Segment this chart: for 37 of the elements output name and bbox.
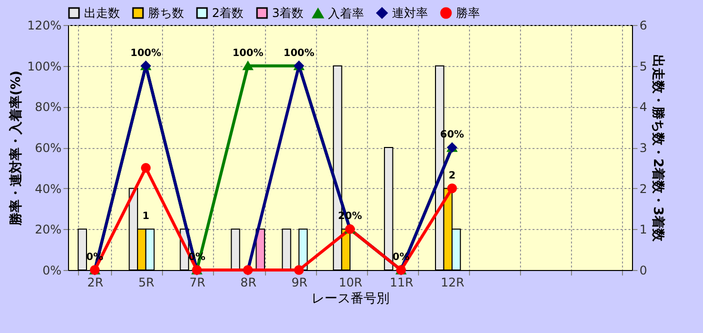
y2-tick-label: 4 — [640, 100, 648, 114]
x-tick-label: 7R — [189, 276, 206, 290]
legend-label: 出走数 — [84, 6, 120, 20]
y2-axis-title: 出走数・勝ち数・2着数・3着数 — [650, 54, 666, 243]
y2-tick-label: 3 — [640, 141, 648, 155]
y2-tick-label: 0 — [640, 264, 648, 278]
annotation: 2 — [448, 170, 456, 182]
y2-tick-label: 6 — [640, 18, 648, 32]
y-tick-label: 0% — [42, 264, 62, 278]
legend-label: 勝ち数 — [148, 6, 184, 20]
x-tick-label: 8R — [240, 276, 256, 290]
y-tick-label: 80% — [34, 100, 62, 114]
y2-tick-label: 5 — [640, 59, 648, 74]
annotation: 100% — [232, 48, 264, 59]
x-tick-label: 9R — [291, 276, 308, 290]
legend-label: 勝率 — [456, 6, 480, 20]
y-tick-label: 120% — [27, 18, 62, 32]
x-axis-title: レース番号別 — [312, 292, 390, 306]
y-tick-label: 100% — [27, 59, 62, 74]
y-tick-label: 40% — [34, 182, 62, 196]
y2-tick-label: 1 — [640, 222, 648, 237]
x-tick-label: 2R — [87, 276, 104, 290]
legend-label: 入着率 — [328, 6, 364, 20]
y-tick-label: 60% — [34, 141, 62, 155]
legend-label: 連対率 — [392, 6, 428, 20]
x-tick-label: 5R — [138, 276, 154, 290]
x-tick-label: 10R — [338, 276, 362, 290]
y-tick-label: 20% — [34, 222, 62, 237]
x-tick-label: 12R — [440, 276, 464, 290]
y2-tick-label: 2 — [640, 182, 648, 196]
annotation: 1 — [142, 211, 150, 222]
y-axis-title: 勝率・連対率・入着率(%) — [8, 70, 24, 226]
x-tick-label: 11R — [390, 276, 414, 290]
annotation: 100% — [130, 48, 162, 59]
legend-label: 2着数 — [212, 6, 244, 20]
legend-label: 3着数 — [272, 6, 304, 20]
annotation: 100% — [284, 48, 314, 59]
